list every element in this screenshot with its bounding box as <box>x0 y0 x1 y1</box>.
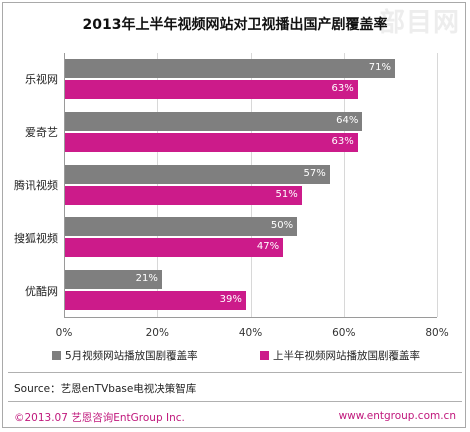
category-label: 腾讯视频 <box>14 179 58 192</box>
bar[interactable] <box>64 59 396 78</box>
data-label: 21% <box>135 273 158 285</box>
bar[interactable] <box>64 132 358 152</box>
data-label: 63% <box>331 135 354 147</box>
category-label: 优酷网 <box>25 284 58 298</box>
data-label: 57% <box>303 167 326 179</box>
bar[interactable] <box>64 111 363 131</box>
data-label: 39% <box>219 294 242 306</box>
data-label: 47% <box>256 241 280 253</box>
x-tick-label: 20% <box>145 327 169 339</box>
category-label: 搜狐视频 <box>14 231 58 245</box>
divider-bottom <box>8 401 462 402</box>
bar[interactable] <box>64 238 284 258</box>
bar[interactable] <box>64 217 298 237</box>
bar[interactable] <box>64 291 246 311</box>
source-note: Source：艺恩enTVbase电视决策智库 <box>14 383 197 395</box>
x-tick-label: 80% <box>425 327 449 339</box>
divider-top <box>8 372 462 373</box>
gridline <box>157 53 159 317</box>
x-tick-label: 60% <box>332 327 356 339</box>
legend-swatch <box>52 351 61 360</box>
legend-label: 上半年视频网站播放国剧覆盖率 <box>273 350 420 362</box>
category-label: 爱奇艺 <box>25 126 58 140</box>
data-label: 71% <box>368 62 392 73</box>
data-label: 51% <box>275 188 298 200</box>
bar[interactable] <box>64 164 330 184</box>
data-label: 64% <box>336 114 359 126</box>
bar[interactable] <box>64 185 302 205</box>
gridline <box>250 53 252 317</box>
watermark: 部目网 <box>378 8 460 38</box>
bar[interactable] <box>64 270 162 290</box>
legend-item: 上半年视频网站播放国剧覆盖率 <box>260 348 420 363</box>
gridline <box>343 53 345 317</box>
bar[interactable] <box>64 80 358 99</box>
legend-item: 5月视频网站播放国剧覆盖率 <box>52 348 198 363</box>
legend-label: 5月视频网站播放国剧覆盖率 <box>65 350 198 362</box>
legend-swatch <box>260 351 269 360</box>
x-tick-label: 0% <box>55 327 73 339</box>
data-label: 50% <box>270 220 294 232</box>
data-label: 63% <box>331 83 354 94</box>
copyright: ©2013.07 艺恩咨询EntGroup Inc. <box>14 412 185 424</box>
gridline <box>437 53 438 317</box>
chart-title: 2013年上半年视频网站对卫视播出国产剧覆盖率 <box>82 17 388 33</box>
x-axis-line <box>64 317 437 318</box>
x-tick-label: 40% <box>238 327 263 339</box>
website-url[interactable]: www.entgroup.com.cn <box>338 410 456 422</box>
category-label: 乐视网 <box>25 73 58 87</box>
y-axis-line <box>64 53 65 317</box>
